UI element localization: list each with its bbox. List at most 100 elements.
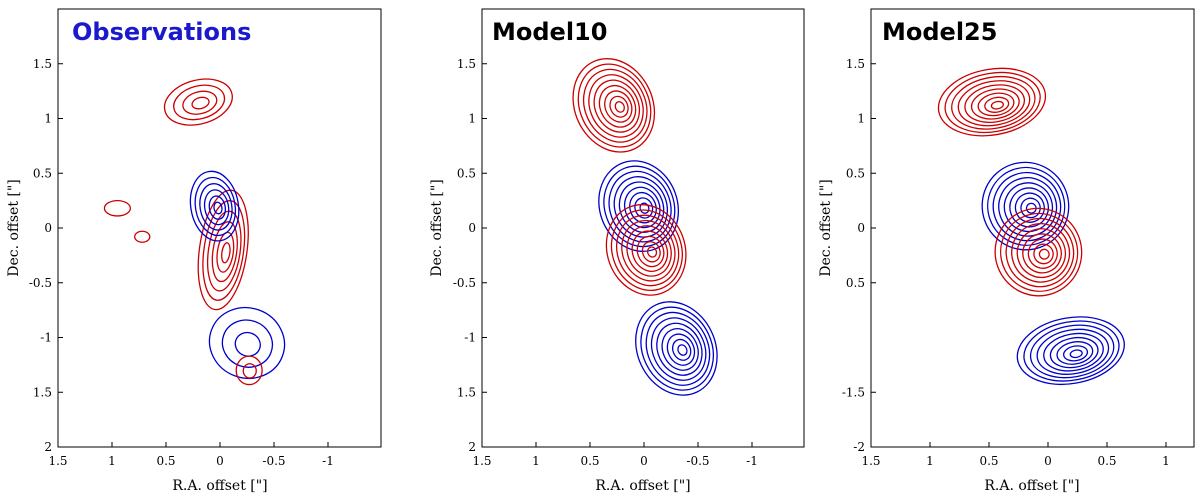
y-tick-label: 1 <box>44 112 52 126</box>
red-contour-level <box>572 58 656 153</box>
red-contour-level <box>990 100 1004 110</box>
red-contour-level <box>970 88 1020 120</box>
y-axis-label: Dec. offset ["] <box>6 179 22 277</box>
red-contour-level <box>621 219 676 282</box>
red-contour-level <box>134 230 151 243</box>
panel-title: Model25 <box>882 18 997 46</box>
x-tick-label: -0.5 <box>686 454 709 468</box>
blue-contour-level <box>221 319 274 368</box>
x-tick-label: -0.5 <box>262 454 285 468</box>
red-contour-level <box>614 101 625 113</box>
blue-contour-level <box>639 202 650 214</box>
blue-contour-level <box>1029 324 1115 379</box>
y-tick-label: 2 <box>44 440 52 454</box>
x-axis-label: R.A. offset ["] <box>984 478 1079 494</box>
red-contour-level <box>964 84 1026 123</box>
red-contour-level <box>616 214 680 287</box>
red-contour-level <box>994 207 1083 297</box>
red-contour-level <box>1005 217 1075 288</box>
blue-contour-level <box>234 331 261 357</box>
blue-contour-level <box>1049 336 1099 369</box>
blue-contour-level <box>992 171 1062 242</box>
y-axis-label: Dec. offset ["] <box>818 179 834 277</box>
x-tick-label: 1 <box>926 454 934 468</box>
blue-contour-level <box>640 306 714 391</box>
x-tick-label: 1 <box>1162 454 1170 468</box>
x-tick-label: 1.5 <box>861 454 880 468</box>
red-contour-level <box>1038 248 1050 260</box>
red-contour-level <box>977 92 1015 117</box>
y-tick-label: -1.5 <box>842 385 865 399</box>
blue-contour-level <box>645 311 711 386</box>
blue-contour-level <box>208 306 286 379</box>
plot-frame <box>870 8 1195 448</box>
red-contour-level <box>588 74 644 138</box>
x-tick-label: 1.5 <box>48 454 67 468</box>
x-tick-label: 0.5 <box>156 454 175 468</box>
x-tick-label: 0 <box>216 454 224 468</box>
blue-contour-level <box>1009 187 1049 228</box>
red-contour-level <box>957 80 1031 127</box>
red-contour-level <box>163 78 233 126</box>
y-tick-label: 1.5 <box>33 385 52 399</box>
blue-contour-level <box>666 333 696 366</box>
x-tick-label: 0 <box>640 454 648 468</box>
red-contour-level <box>221 242 231 264</box>
y-tick-label: 0 <box>857 221 865 235</box>
blue-contour-level <box>608 170 672 243</box>
blue-contour-level <box>671 338 692 361</box>
y-tick-label: 1 <box>468 112 476 126</box>
blue-contour-level <box>1003 182 1054 233</box>
red-contour-level <box>242 363 257 379</box>
blue-contour-level <box>1056 341 1094 365</box>
red-contour-level <box>604 90 633 123</box>
y-tick-label: 0.5 <box>33 166 52 180</box>
x-tick-label: -1 <box>746 454 758 468</box>
panel-model25: 1.5 1 0.5 0 0.5 1 1.5 1 0.5 0 0.5 -1.5 -2 Model25 R.… <box>818 8 1195 494</box>
panel-title: Model10 <box>492 18 607 46</box>
y-tick-label: 1.5 <box>33 57 52 71</box>
red-contour-level <box>951 76 1036 130</box>
blue-contour-level <box>1036 328 1110 375</box>
contour-layer <box>103 78 286 386</box>
blue-contour-level <box>199 183 233 231</box>
y-tick-label: -1 <box>40 331 52 345</box>
blue-contour-level <box>981 161 1070 251</box>
red-contour-level <box>636 235 665 268</box>
y-tick-label: 1.5 <box>457 57 476 71</box>
red-contour-level <box>577 63 652 148</box>
panel-model10: 1.5 1 0.5 0 -0.5 -11.510.50-0.5-11.52 Model10… <box>429 8 805 494</box>
x-tick-label: 1 <box>108 454 116 468</box>
y-tick-label: 1 <box>857 112 865 126</box>
blue-contour-level <box>213 201 223 215</box>
blue-contour-level <box>1014 192 1045 223</box>
red-contour-level <box>1027 238 1058 269</box>
red-contour-level <box>646 246 658 258</box>
y-tick-label: 2 <box>468 440 476 454</box>
blue-contour-level <box>623 186 661 229</box>
red-contour-level <box>1011 223 1071 283</box>
red-contour-level <box>1000 212 1079 292</box>
blue-contour-level <box>656 322 703 376</box>
blue-contour-level <box>987 166 1066 246</box>
x-tick-label: 1 <box>532 454 540 468</box>
x-tick-label: 0.5 <box>1097 454 1116 468</box>
blue-contour-level <box>194 176 237 237</box>
blue-contour-level <box>203 189 230 226</box>
blue-contour-level <box>635 301 718 396</box>
red-contour-level <box>631 230 669 272</box>
x-axis-label: R.A. offset ["] <box>595 478 690 494</box>
red-contour-level <box>582 68 648 143</box>
blue-contour-level <box>598 160 680 252</box>
blue-contour-level <box>1023 320 1120 382</box>
red-contour-level <box>944 71 1041 134</box>
red-contour-level <box>610 209 683 292</box>
red-contour-level <box>593 79 641 133</box>
red-contour-level <box>609 95 629 118</box>
red-contour-level <box>1033 243 1054 265</box>
red-contour-level <box>206 210 242 292</box>
red-contour-level <box>598 84 637 128</box>
x-tick-label: 1.5 <box>472 454 491 468</box>
red-contour-level <box>605 204 687 296</box>
